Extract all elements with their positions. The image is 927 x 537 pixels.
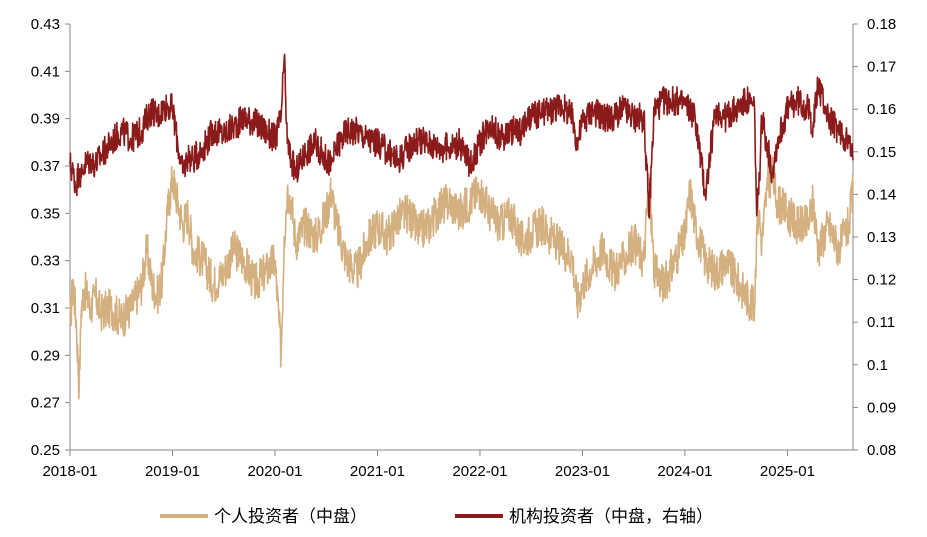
series-layer <box>69 53 854 400</box>
left-y-tick-label: 0.29 <box>31 347 60 364</box>
left-y-tick-label: 0.37 <box>31 158 60 175</box>
x-tick-label: 2023-01 <box>555 463 610 480</box>
right-y-tick-label: 0.09 <box>867 399 896 416</box>
x-tick-label: 2025-01 <box>760 463 815 480</box>
legend-label-1: 个人投资者（中盘） <box>214 507 367 527</box>
legend: 个人投资者（中盘） 机构投资者（中盘，右轴） <box>160 507 713 527</box>
x-axis-ticks: 2018-01 2019-01 2020-01 2021-01 2022-01 2023-… <box>42 450 815 480</box>
right-y-tick-label: 0.11 <box>867 314 895 331</box>
right-y-tick-label: 0.12 <box>867 272 896 289</box>
left-y-tick-label: 0.43 <box>31 16 60 33</box>
x-tick-label: 2021-01 <box>350 463 405 480</box>
left-y-tick-label: 0.35 <box>31 205 60 222</box>
right-y-tick-label: 0.17 <box>867 59 896 76</box>
series-line-1 <box>69 156 854 400</box>
x-tick-label: 2024-01 <box>657 463 712 480</box>
series-line-2 <box>69 53 854 219</box>
right-y-tick-label: 0.14 <box>867 186 896 203</box>
right-y-tick-label: 0.13 <box>867 229 896 246</box>
right-y-tick-label: 0.1 <box>867 357 888 374</box>
x-tick-label: 2018-01 <box>42 463 97 480</box>
left-y-tick-label: 0.39 <box>31 111 60 128</box>
left-y-axis-ticks: 0.25 0.27 0.29 0.31 0.33 0.35 0.37 0.39 0.41 0.43 <box>31 16 70 459</box>
right-y-axis-ticks: 0.08 0.09 0.1 0.11 0.12 0.13 0.14 0.15 0.16 0.17 0… <box>853 16 896 459</box>
right-y-tick-label: 0.15 <box>867 144 896 161</box>
left-y-tick-label: 0.31 <box>31 300 60 317</box>
left-y-tick-label: 0.33 <box>31 253 60 270</box>
x-tick-label: 2019-01 <box>145 463 200 480</box>
legend-label-2: 机构投资者（中盘，右轴） <box>509 507 713 527</box>
right-y-tick-label: 0.08 <box>867 442 896 459</box>
left-y-tick-label: 0.41 <box>31 63 60 80</box>
right-y-tick-label: 0.18 <box>867 16 896 33</box>
x-tick-label: 2020-01 <box>247 463 302 480</box>
left-y-tick-label: 0.25 <box>31 442 60 459</box>
left-y-tick-label: 0.27 <box>31 395 60 412</box>
x-tick-label: 2022-01 <box>452 463 507 480</box>
axes: 0.25 0.27 0.29 0.31 0.33 0.35 0.37 0.39 0.41 0.43… <box>31 16 896 480</box>
right-y-tick-label: 0.16 <box>867 101 896 118</box>
